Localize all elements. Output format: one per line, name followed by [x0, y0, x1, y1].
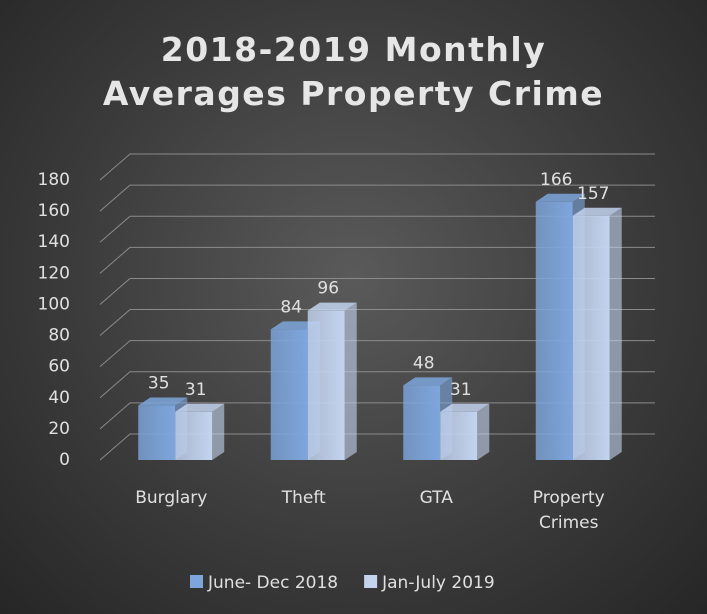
x-tick-label: Burglary — [135, 488, 208, 508]
grid-line — [99, 340, 655, 368]
bar — [403, 385, 441, 460]
bar — [440, 411, 478, 460]
y-tick-label: 0 — [59, 450, 70, 470]
data-label: 96 — [317, 279, 339, 299]
bar-side — [609, 207, 622, 460]
y-tick-label: 100 — [38, 294, 70, 314]
legend-swatch — [190, 575, 203, 588]
bar — [175, 411, 213, 460]
data-label: 48 — [413, 353, 435, 373]
legend-label: June- Dec 2018 — [207, 573, 338, 593]
legend-label: Jan-July 2019 — [381, 573, 495, 593]
bar-side — [344, 302, 357, 460]
bar — [270, 329, 308, 460]
y-tick-label: 120 — [38, 263, 70, 283]
bar-top — [175, 403, 225, 412]
y-tick-label: 140 — [38, 232, 70, 252]
data-label: 31 — [450, 380, 472, 400]
bar — [572, 215, 610, 460]
grid-line — [99, 371, 655, 399]
data-label: 31 — [185, 380, 207, 400]
grid-line — [99, 184, 655, 212]
bar — [535, 201, 573, 460]
bar — [307, 310, 345, 460]
bar-top — [270, 321, 320, 330]
grid-line — [99, 153, 655, 181]
bar-top — [535, 193, 585, 202]
grid-line — [99, 309, 655, 336]
grid-line — [99, 215, 655, 243]
x-tick-label: Property Crimes — [532, 488, 605, 533]
y-tick-label: 80 — [48, 326, 70, 346]
data-label: 166 — [540, 170, 572, 190]
x-tick-label: Theft — [281, 488, 326, 508]
bar-top — [138, 397, 188, 406]
y-tick-label: 60 — [48, 357, 70, 377]
y-tick-label: 180 — [38, 170, 70, 190]
bar-side — [477, 403, 490, 460]
bar-side — [212, 403, 225, 460]
bar-top — [572, 207, 622, 216]
data-label: 157 — [577, 184, 609, 204]
data-label: 84 — [280, 297, 302, 317]
grid-line — [99, 402, 655, 430]
y-tick-label: 40 — [48, 388, 70, 408]
chart-title: 2018-2019 Monthly Averages Property Crim… — [102, 30, 605, 113]
bar — [138, 405, 176, 460]
bar-top — [307, 302, 357, 311]
y-tick-label: 20 — [48, 419, 70, 439]
y-tick-label: 160 — [38, 201, 70, 221]
legend-swatch — [364, 575, 378, 588]
grid-line — [99, 277, 655, 305]
bar-top — [440, 403, 490, 412]
data-label: 35 — [148, 374, 170, 394]
bar-top — [403, 377, 453, 386]
grid-line — [99, 246, 655, 274]
x-tick-label: GTA — [419, 488, 453, 508]
